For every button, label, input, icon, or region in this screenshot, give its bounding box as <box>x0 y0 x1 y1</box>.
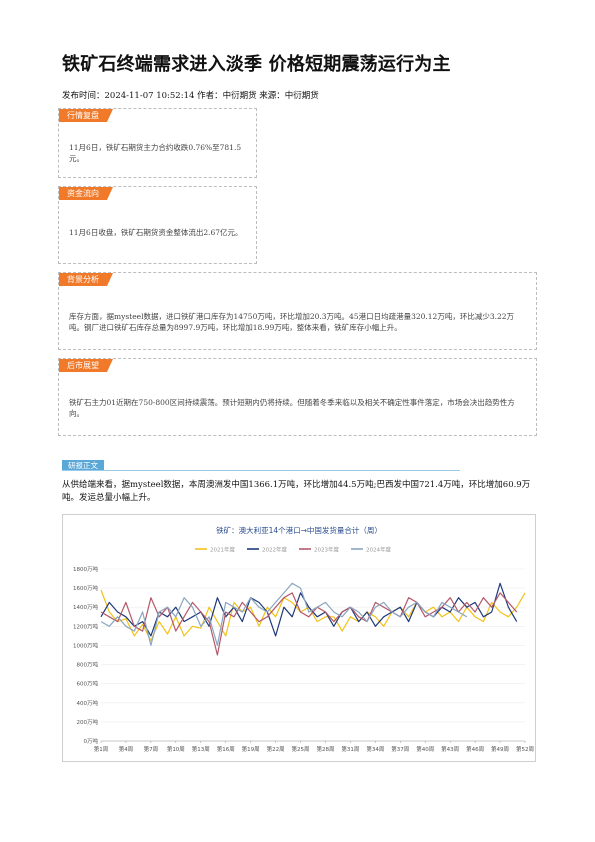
background-analysis-box: 背景分析 库存方面，据mysteel数据，进口铁矿港口库存为14750万吨，环比… <box>58 272 537 350</box>
x-tick-label: 第13周 <box>192 745 210 753</box>
x-tick-label: 第37周 <box>391 745 409 753</box>
x-tick-label: 第34周 <box>366 745 384 753</box>
outlook-tag: 后市展望 <box>59 359 113 372</box>
background-analysis-text: 库存方面，据mysteel数据，进口铁矿港口库存为14750万吨，环比增加20.… <box>69 312 515 332</box>
legend-label: 2024年度 <box>366 546 391 554</box>
x-tick-label: 第31周 <box>341 745 359 753</box>
article-title: 铁矿石终端需求进入淡季 价格短期震荡运行为主 <box>62 54 451 75</box>
x-tick-label: 第4周 <box>119 745 134 753</box>
shipment-chart: 铁矿：澳大利亚14个港口→中国发货量合计（周） 2021年度 2022年度 2023… <box>62 514 536 762</box>
chart-y-axis: 0万吨 200万吨 400万吨 600万吨 800万吨 1000万吨 1200万吨 1400万… <box>73 565 525 745</box>
legend-label: 2021年度 <box>210 546 235 554</box>
y-tick-label: 800万吨 <box>77 661 99 669</box>
section-divider <box>62 470 460 471</box>
market-review-box: 行情复盘 11月6日，铁矿石期货主力合约收跌0.76%至781.5元。 <box>58 108 257 178</box>
report-body-label: 研报正文 <box>62 460 104 471</box>
x-tick-label: 第43周 <box>441 745 459 753</box>
x-tick-label: 第49周 <box>491 745 509 753</box>
y-tick-label: 1000万吨 <box>73 641 98 649</box>
chart-grid <box>101 568 525 742</box>
series-line-2021年度 <box>100 589 526 642</box>
y-tick-label: 1800万吨 <box>73 565 98 573</box>
legend-label: 2023年度 <box>314 546 339 554</box>
article-meta: 发布时间：2024-11-07 10:52:14 作者：中衍期货 来源：中衍期货 <box>62 91 319 101</box>
capital-flow-text: 11月6日收盘，铁矿石期货资金整体流出2.67亿元。 <box>69 228 243 237</box>
chart-legend: 2021年度 2022年度 2023年度 2024年度 <box>195 546 391 554</box>
x-tick-label: 第7周 <box>144 745 159 753</box>
x-tick-label: 第28周 <box>316 745 334 753</box>
series-line-2024年度 <box>100 582 468 646</box>
capital-flow-box: 资金流向 11月6日收盘，铁矿石期货资金整体流出2.67亿元。 <box>58 186 257 264</box>
background-analysis-tag: 背景分析 <box>59 273 113 286</box>
y-tick-label: 1600万吨 <box>73 584 98 592</box>
report-paragraph: 从供给端来看，据mysteel数据，本周澳洲发中国1366.1万吨，环比增加44… <box>62 480 531 503</box>
y-tick-label: 0万吨 <box>84 737 99 745</box>
y-tick-label: 1400万吨 <box>73 603 98 611</box>
x-tick-label: 第1周 <box>94 745 109 753</box>
x-tick-label: 第16周 <box>217 745 235 753</box>
chart-title: 铁矿：澳大利亚14个港口→中国发货量合计（周） <box>216 525 382 535</box>
market-review-tag: 行情复盘 <box>59 109 113 122</box>
x-tick-label: 第40周 <box>416 745 434 753</box>
outlook-box: 后市展望 铁矿石主力01近期在750-800区间持续震荡。预计短期内仍将持续。但… <box>58 358 537 436</box>
x-tick-label: 第22周 <box>267 745 285 753</box>
legend-label: 2022年度 <box>262 546 287 554</box>
x-tick-label: 第52周 <box>516 745 534 753</box>
y-tick-label: 200万吨 <box>77 718 99 726</box>
chart-x-axis: 第1周 第4周 第7周 第10周 第13周 第16周 第19周 第22周 第25周 第28周 第31… <box>94 741 534 753</box>
x-tick-label: 第25周 <box>292 745 310 753</box>
x-tick-label: 第46周 <box>466 745 484 753</box>
y-tick-label: 600万吨 <box>77 680 99 688</box>
market-review-text: 11月6日，铁矿石期货主力合约收跌0.76%至781.5元。 <box>69 143 242 163</box>
outlook-text: 铁矿石主力01近期在750-800区间持续震荡。预计短期内仍将持续。但随着冬季来… <box>69 398 515 418</box>
capital-flow-tag: 资金流向 <box>59 187 113 200</box>
x-tick-label: 第10周 <box>167 745 185 753</box>
y-tick-label: 1200万吨 <box>73 622 98 630</box>
x-tick-label: 第19周 <box>242 745 260 753</box>
series-line-2023年度 <box>100 592 518 656</box>
y-tick-label: 400万吨 <box>77 699 99 707</box>
chart-svg: 铁矿：澳大利亚14个港口→中国发货量合计（周） 2021年度 2022年度 2023… <box>73 525 534 753</box>
chart-series <box>100 582 526 656</box>
